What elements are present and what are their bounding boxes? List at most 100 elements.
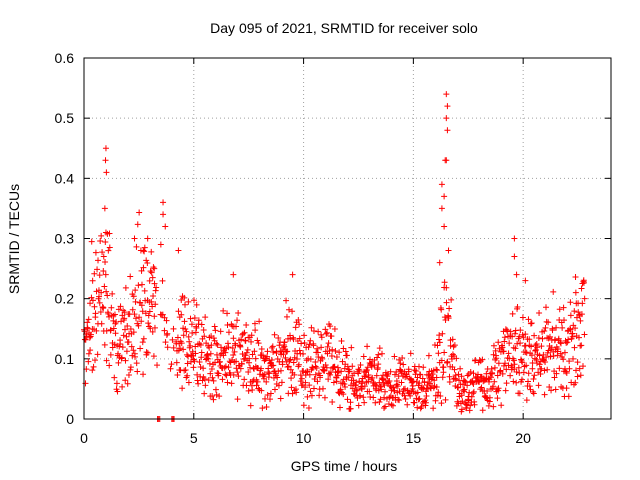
- data-point: [148, 269, 155, 276]
- data-point: [490, 403, 497, 410]
- data-point: [519, 359, 526, 366]
- data-point: [89, 277, 96, 284]
- data-point: [136, 314, 143, 321]
- data-point: [287, 335, 294, 342]
- data-point: [562, 368, 569, 375]
- data-point: [464, 402, 471, 409]
- chart-title: Day 095 of 2021, SRMTID for receiver sol…: [210, 20, 478, 36]
- data-point: [315, 328, 322, 335]
- data-point: [131, 235, 138, 242]
- data-point: [270, 362, 277, 369]
- data-point: [563, 369, 570, 376]
- data-point: [216, 359, 223, 366]
- data-point: [87, 331, 94, 338]
- data-point: [566, 358, 573, 365]
- data-point: [115, 359, 122, 366]
- data-point: [445, 315, 452, 322]
- data-point: [267, 359, 274, 366]
- data-point: [373, 382, 380, 389]
- data-point: [398, 379, 405, 386]
- data-point: [424, 382, 431, 389]
- data-point: [181, 294, 188, 301]
- data-point: [326, 347, 333, 354]
- data-point: [376, 398, 383, 405]
- data-point: [441, 279, 448, 286]
- data-point: [216, 393, 223, 400]
- data-point: [517, 327, 524, 334]
- data-point: [405, 368, 412, 375]
- data-point: [301, 332, 308, 339]
- data-point: [503, 366, 510, 373]
- data-point: [531, 372, 538, 379]
- data-point: [391, 388, 398, 395]
- data-point: [557, 340, 564, 347]
- data-point: [381, 394, 388, 401]
- data-point: [414, 374, 421, 381]
- data-point: [529, 365, 536, 372]
- data-point: [505, 350, 512, 357]
- data-point: [404, 401, 411, 408]
- data-point: [523, 397, 530, 404]
- data-point: [518, 357, 525, 364]
- data-point: [181, 318, 188, 325]
- data-point: [95, 257, 102, 264]
- data-point: [289, 308, 296, 315]
- data-point: [241, 376, 248, 383]
- data-point: [543, 304, 550, 311]
- data-point: [184, 360, 191, 367]
- data-point: [290, 359, 297, 366]
- data-point: [306, 371, 313, 378]
- data-point: [101, 283, 108, 290]
- data-point: [546, 383, 553, 390]
- data-point: [85, 316, 92, 323]
- data-point: [382, 403, 389, 410]
- data-point: [414, 404, 421, 411]
- data-point: [550, 288, 557, 295]
- data-point: [105, 310, 112, 317]
- data-point: [448, 296, 455, 303]
- data-point: [419, 375, 426, 382]
- data-point: [461, 378, 468, 385]
- data-point: [416, 380, 423, 387]
- data-point: [228, 380, 235, 387]
- y-tick-label: 0.4: [55, 170, 75, 186]
- data-point: [150, 353, 157, 360]
- data-point: [187, 315, 194, 322]
- data-point: [87, 300, 94, 307]
- data-point: [214, 341, 221, 348]
- data-point: [194, 371, 201, 378]
- data-point: [423, 392, 430, 399]
- data-point: [567, 299, 574, 306]
- data-point: [140, 264, 147, 271]
- data-point: [566, 365, 573, 372]
- data-point: [81, 328, 88, 335]
- data-point: [242, 337, 249, 344]
- data-point: [102, 229, 109, 236]
- data-point: [164, 344, 171, 351]
- data-point: [506, 340, 513, 347]
- data-point: [243, 382, 250, 389]
- data-point: [466, 407, 473, 414]
- data-point: [422, 397, 429, 404]
- data-point: [234, 396, 241, 403]
- x-tick-label: 15: [406, 430, 422, 446]
- data-point: [178, 296, 185, 303]
- data-point: [564, 339, 571, 346]
- data-point: [377, 396, 384, 403]
- data-point: [139, 339, 146, 346]
- data-point: [439, 330, 446, 337]
- data-point: [342, 384, 349, 391]
- data-point: [446, 305, 453, 312]
- data-point: [485, 375, 492, 382]
- data-point: [235, 310, 242, 316]
- data-point: [557, 339, 564, 346]
- data-point: [170, 325, 177, 332]
- data-point: [361, 383, 368, 390]
- data-point: [534, 344, 541, 351]
- data-point: [227, 359, 234, 366]
- data-point: [360, 394, 367, 401]
- data-point: [497, 367, 504, 374]
- data-point: [94, 351, 101, 358]
- data-point: [478, 384, 485, 391]
